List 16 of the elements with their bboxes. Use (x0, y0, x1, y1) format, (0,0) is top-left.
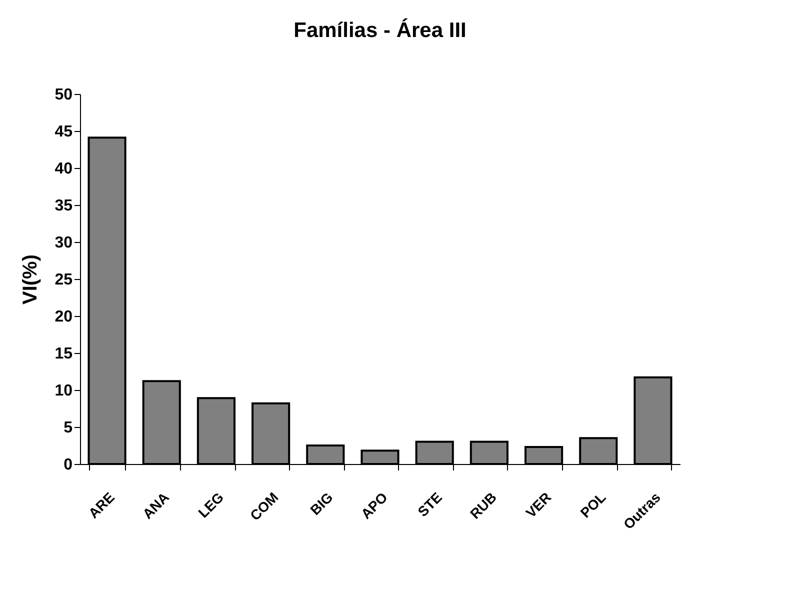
y-tick-label: 15 (54, 346, 73, 362)
y-tick-label: 40 (54, 160, 73, 178)
y-tick-label: 25 (54, 272, 73, 288)
y-tick-label: 0 (64, 456, 73, 474)
y-tick-label: 30 (54, 234, 73, 252)
x-tick-label: VER (522, 489, 554, 521)
y-tick-label: 5 (64, 420, 73, 436)
y-tick-label: 45 (54, 124, 73, 140)
x-tick-label: POL (577, 488, 610, 521)
y-tick-label: 10 (54, 382, 73, 400)
y-axis-title: VI(%) (20, 254, 42, 304)
chart-title: Famílias - Área III (294, 18, 466, 42)
y-tick-label: 35 (54, 198, 73, 214)
y-tick-label: 50 (54, 86, 73, 104)
y-tick-label: 20 (54, 308, 73, 326)
x-tick-label: BIG (306, 489, 336, 518)
